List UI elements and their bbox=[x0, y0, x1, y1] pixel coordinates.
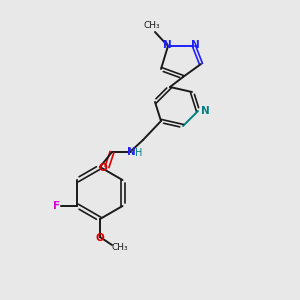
Text: N: N bbox=[127, 147, 135, 157]
Text: O: O bbox=[96, 233, 104, 243]
Text: CH₃: CH₃ bbox=[144, 22, 160, 31]
Text: N: N bbox=[163, 40, 171, 50]
Text: H: H bbox=[135, 148, 143, 158]
Text: F: F bbox=[53, 201, 60, 211]
Text: CH₃: CH₃ bbox=[112, 244, 128, 253]
Text: N: N bbox=[201, 106, 209, 116]
Text: N: N bbox=[190, 40, 200, 50]
Text: O: O bbox=[99, 163, 107, 173]
